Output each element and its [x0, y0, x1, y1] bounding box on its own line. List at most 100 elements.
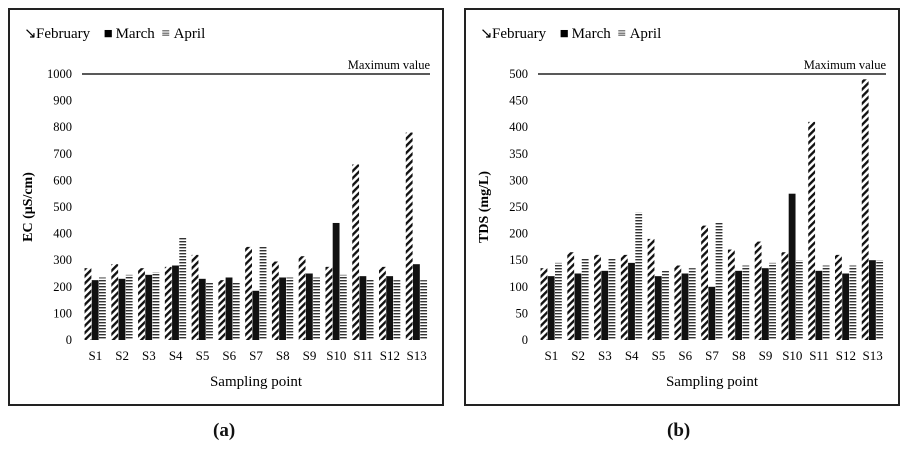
- bar-february-s10: [781, 252, 789, 340]
- ec-chart-svg: ↘ February ■ March ≡ April Maximum value 0 100 20…: [21, 26, 431, 390]
- x-tick-label: S7: [705, 348, 719, 363]
- bar-march-s2: [118, 278, 126, 340]
- bar-april-s4: [635, 212, 643, 340]
- bar-february-s1: [84, 268, 92, 340]
- bar-april-s12: [849, 265, 857, 340]
- caption-a: (a): [213, 420, 236, 441]
- bar-march-s1: [91, 280, 99, 340]
- bar-march-s6: [681, 273, 689, 340]
- bar-march-s13: [869, 260, 876, 340]
- x-tick-label: S9: [759, 348, 773, 363]
- reference-line-label: Maximum value: [348, 58, 431, 72]
- bar-april-s1: [554, 262, 562, 340]
- x-tick-label: S1: [545, 348, 559, 363]
- bar-april-s9: [769, 262, 776, 340]
- bar-april-s10: [339, 274, 347, 340]
- bar-march-s8: [735, 270, 742, 340]
- legend-label-march: March: [116, 26, 156, 42]
- y-tick-label: 200: [53, 280, 72, 294]
- bar-february-s8: [271, 261, 279, 340]
- bar-april-s1: [98, 277, 106, 340]
- legend-label-february: February: [492, 26, 547, 42]
- bar-april-s3: [152, 272, 160, 340]
- bar-april-s10: [795, 260, 803, 340]
- legend-label-april: April: [630, 26, 662, 42]
- y-tick-label: 0: [522, 333, 528, 347]
- bar-february-s5: [191, 254, 199, 340]
- legend-symbol-february: ↘: [480, 26, 493, 42]
- x-tick-label: S3: [598, 348, 612, 363]
- legend-symbol-february: ↘: [24, 26, 37, 42]
- x-tick-label: S10: [326, 348, 346, 363]
- bar-april-s8: [742, 265, 750, 340]
- caption-b: (b): [667, 420, 691, 441]
- y-tick-label: 600: [53, 173, 72, 187]
- x-tick-label: S11: [353, 348, 373, 363]
- bar-april-s2: [125, 274, 133, 340]
- bar-march-s10: [788, 193, 796, 340]
- y-tick-label: 500: [509, 67, 528, 81]
- bar-february-s7: [701, 225, 708, 340]
- y-tick-label: 1000: [47, 67, 72, 81]
- bar-march-s1: [547, 276, 555, 340]
- y-tick-label: 400: [53, 227, 72, 241]
- bar-april-s6: [232, 282, 240, 340]
- bar-april-s13: [876, 260, 884, 340]
- bar-april-s5: [662, 270, 669, 340]
- bar-april-s11: [822, 265, 830, 340]
- chart-panel-tds: ↘ February ■ March ≡ April Maximum value 0 50 100…: [464, 8, 900, 406]
- bar-february-s6: [218, 280, 226, 340]
- x-tick-label: S8: [276, 348, 290, 363]
- x-axis-label: Sampling point: [666, 374, 759, 390]
- y-tick-label: 0: [66, 333, 72, 347]
- chart-panel-ec: ↘ February ■ March ≡ April Maximum value 0 100 20…: [8, 8, 444, 406]
- x-tick-label: S4: [625, 348, 639, 363]
- bar-march-s5: [198, 278, 206, 340]
- bar-february-s7: [245, 246, 252, 340]
- x-tick-label: S6: [678, 348, 692, 363]
- bar-april-s6: [688, 268, 696, 340]
- x-tick-label: S9: [303, 348, 317, 363]
- x-tick-label: S11: [809, 348, 829, 363]
- bar-march-s9: [761, 268, 769, 340]
- x-tick-label: S3: [142, 348, 156, 363]
- x-tick-label: S2: [571, 348, 585, 363]
- bar-february-s12: [835, 254, 842, 340]
- bar-march-s13: [413, 264, 420, 340]
- bar-february-s9: [754, 241, 762, 340]
- bar-march-s11: [815, 270, 823, 340]
- bar-march-s9: [305, 273, 313, 340]
- y-tick-label: 800: [53, 120, 72, 134]
- bar-march-s12: [842, 273, 850, 340]
- x-axis-label: Sampling point: [210, 374, 303, 390]
- bar-april-s5: [206, 282, 213, 340]
- bar-april-s8: [286, 277, 294, 340]
- bar-february-s9: [298, 256, 306, 340]
- legend-symbol-march: ■: [104, 26, 113, 42]
- bar-april-s2: [581, 257, 589, 340]
- bar-march-s4: [172, 265, 179, 340]
- y-tick-label: 300: [53, 253, 72, 267]
- legend-symbol-march: ■: [560, 26, 569, 42]
- x-tick-label: S13: [862, 348, 882, 363]
- bar-february-s10: [325, 266, 333, 340]
- bar-february-s2: [111, 264, 119, 340]
- bar-april-s4: [179, 237, 187, 340]
- bar-april-s7: [259, 245, 267, 340]
- bar-march-s4: [628, 262, 635, 340]
- bar-march-s5: [654, 276, 662, 340]
- reference-line-label: Maximum value: [804, 58, 887, 72]
- bar-february-s4: [164, 266, 172, 340]
- legend-symbol-april: ≡: [162, 26, 170, 42]
- x-tick-label: S7: [249, 348, 263, 363]
- x-tick-label: S12: [836, 348, 856, 363]
- y-tick-label: 400: [509, 120, 528, 134]
- x-tick-label: S4: [169, 348, 183, 363]
- bar-april-s3: [608, 257, 616, 340]
- y-tick-label: 200: [509, 227, 528, 241]
- y-tick-label: 500: [53, 200, 72, 214]
- x-tick-label: S6: [222, 348, 236, 363]
- legend-label-march: March: [572, 26, 612, 42]
- bar-april-s13: [420, 280, 428, 340]
- bar-february-s3: [594, 254, 601, 340]
